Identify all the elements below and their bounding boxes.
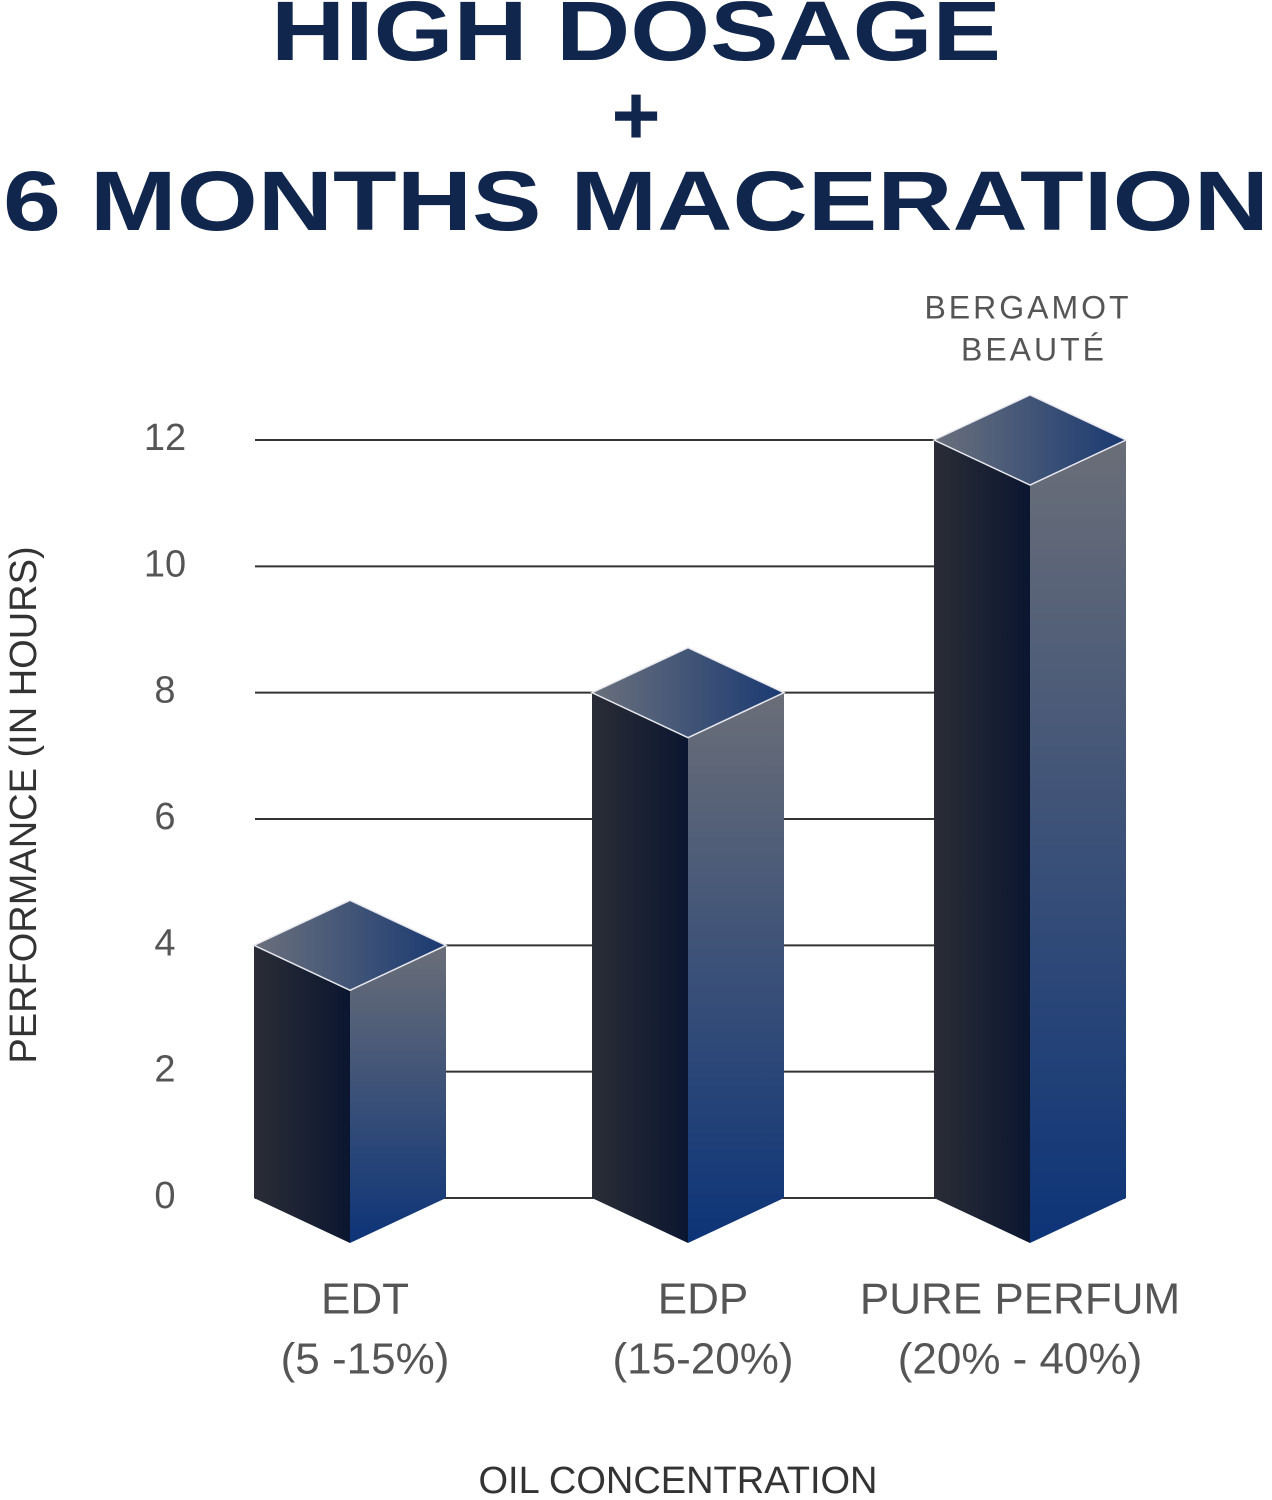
bar-left-face xyxy=(934,440,1030,1243)
y-tick-label: 2 xyxy=(154,1049,175,1091)
bar-left-face xyxy=(592,692,688,1243)
x-tick-label: PURE PERFUM xyxy=(860,1275,1180,1324)
y-tick-label: 0 xyxy=(154,1175,175,1217)
x-tick-label: (15-20%) xyxy=(613,1335,794,1384)
bar-right-face xyxy=(688,692,784,1243)
y-tick-label: 4 xyxy=(154,922,175,964)
y-tick-label: 6 xyxy=(154,796,175,838)
y-tick-label: 8 xyxy=(154,670,175,712)
chart-title: + xyxy=(611,68,660,162)
x-tick-label: (5 -15%) xyxy=(281,1335,450,1384)
annotation: BEAUTÉ xyxy=(961,331,1107,367)
bar-top xyxy=(932,394,1128,486)
bar-top xyxy=(252,899,448,992)
bar-right-face xyxy=(1030,440,1126,1243)
chart-title: 6 MONTHS MACERATION xyxy=(3,154,1269,248)
chart-title: HIGH DOSAGE xyxy=(271,0,1001,78)
y-tick-label: 12 xyxy=(144,417,186,459)
bar-left-face xyxy=(254,945,350,1243)
x-axis-title: OIL CONCENTRATION xyxy=(478,1460,877,1500)
x-tick-label: (20% - 40%) xyxy=(898,1335,1143,1384)
y-tick-label: 10 xyxy=(144,543,186,585)
annotation: BERGAMOT xyxy=(924,289,1131,325)
bar-right-face xyxy=(350,945,446,1243)
x-tick-label: EDT xyxy=(321,1275,409,1324)
x-tick-label: EDP xyxy=(658,1275,748,1324)
bar-top xyxy=(590,646,786,739)
y-axis-title: PERFORMANCE (IN HOURS) xyxy=(3,546,45,1063)
